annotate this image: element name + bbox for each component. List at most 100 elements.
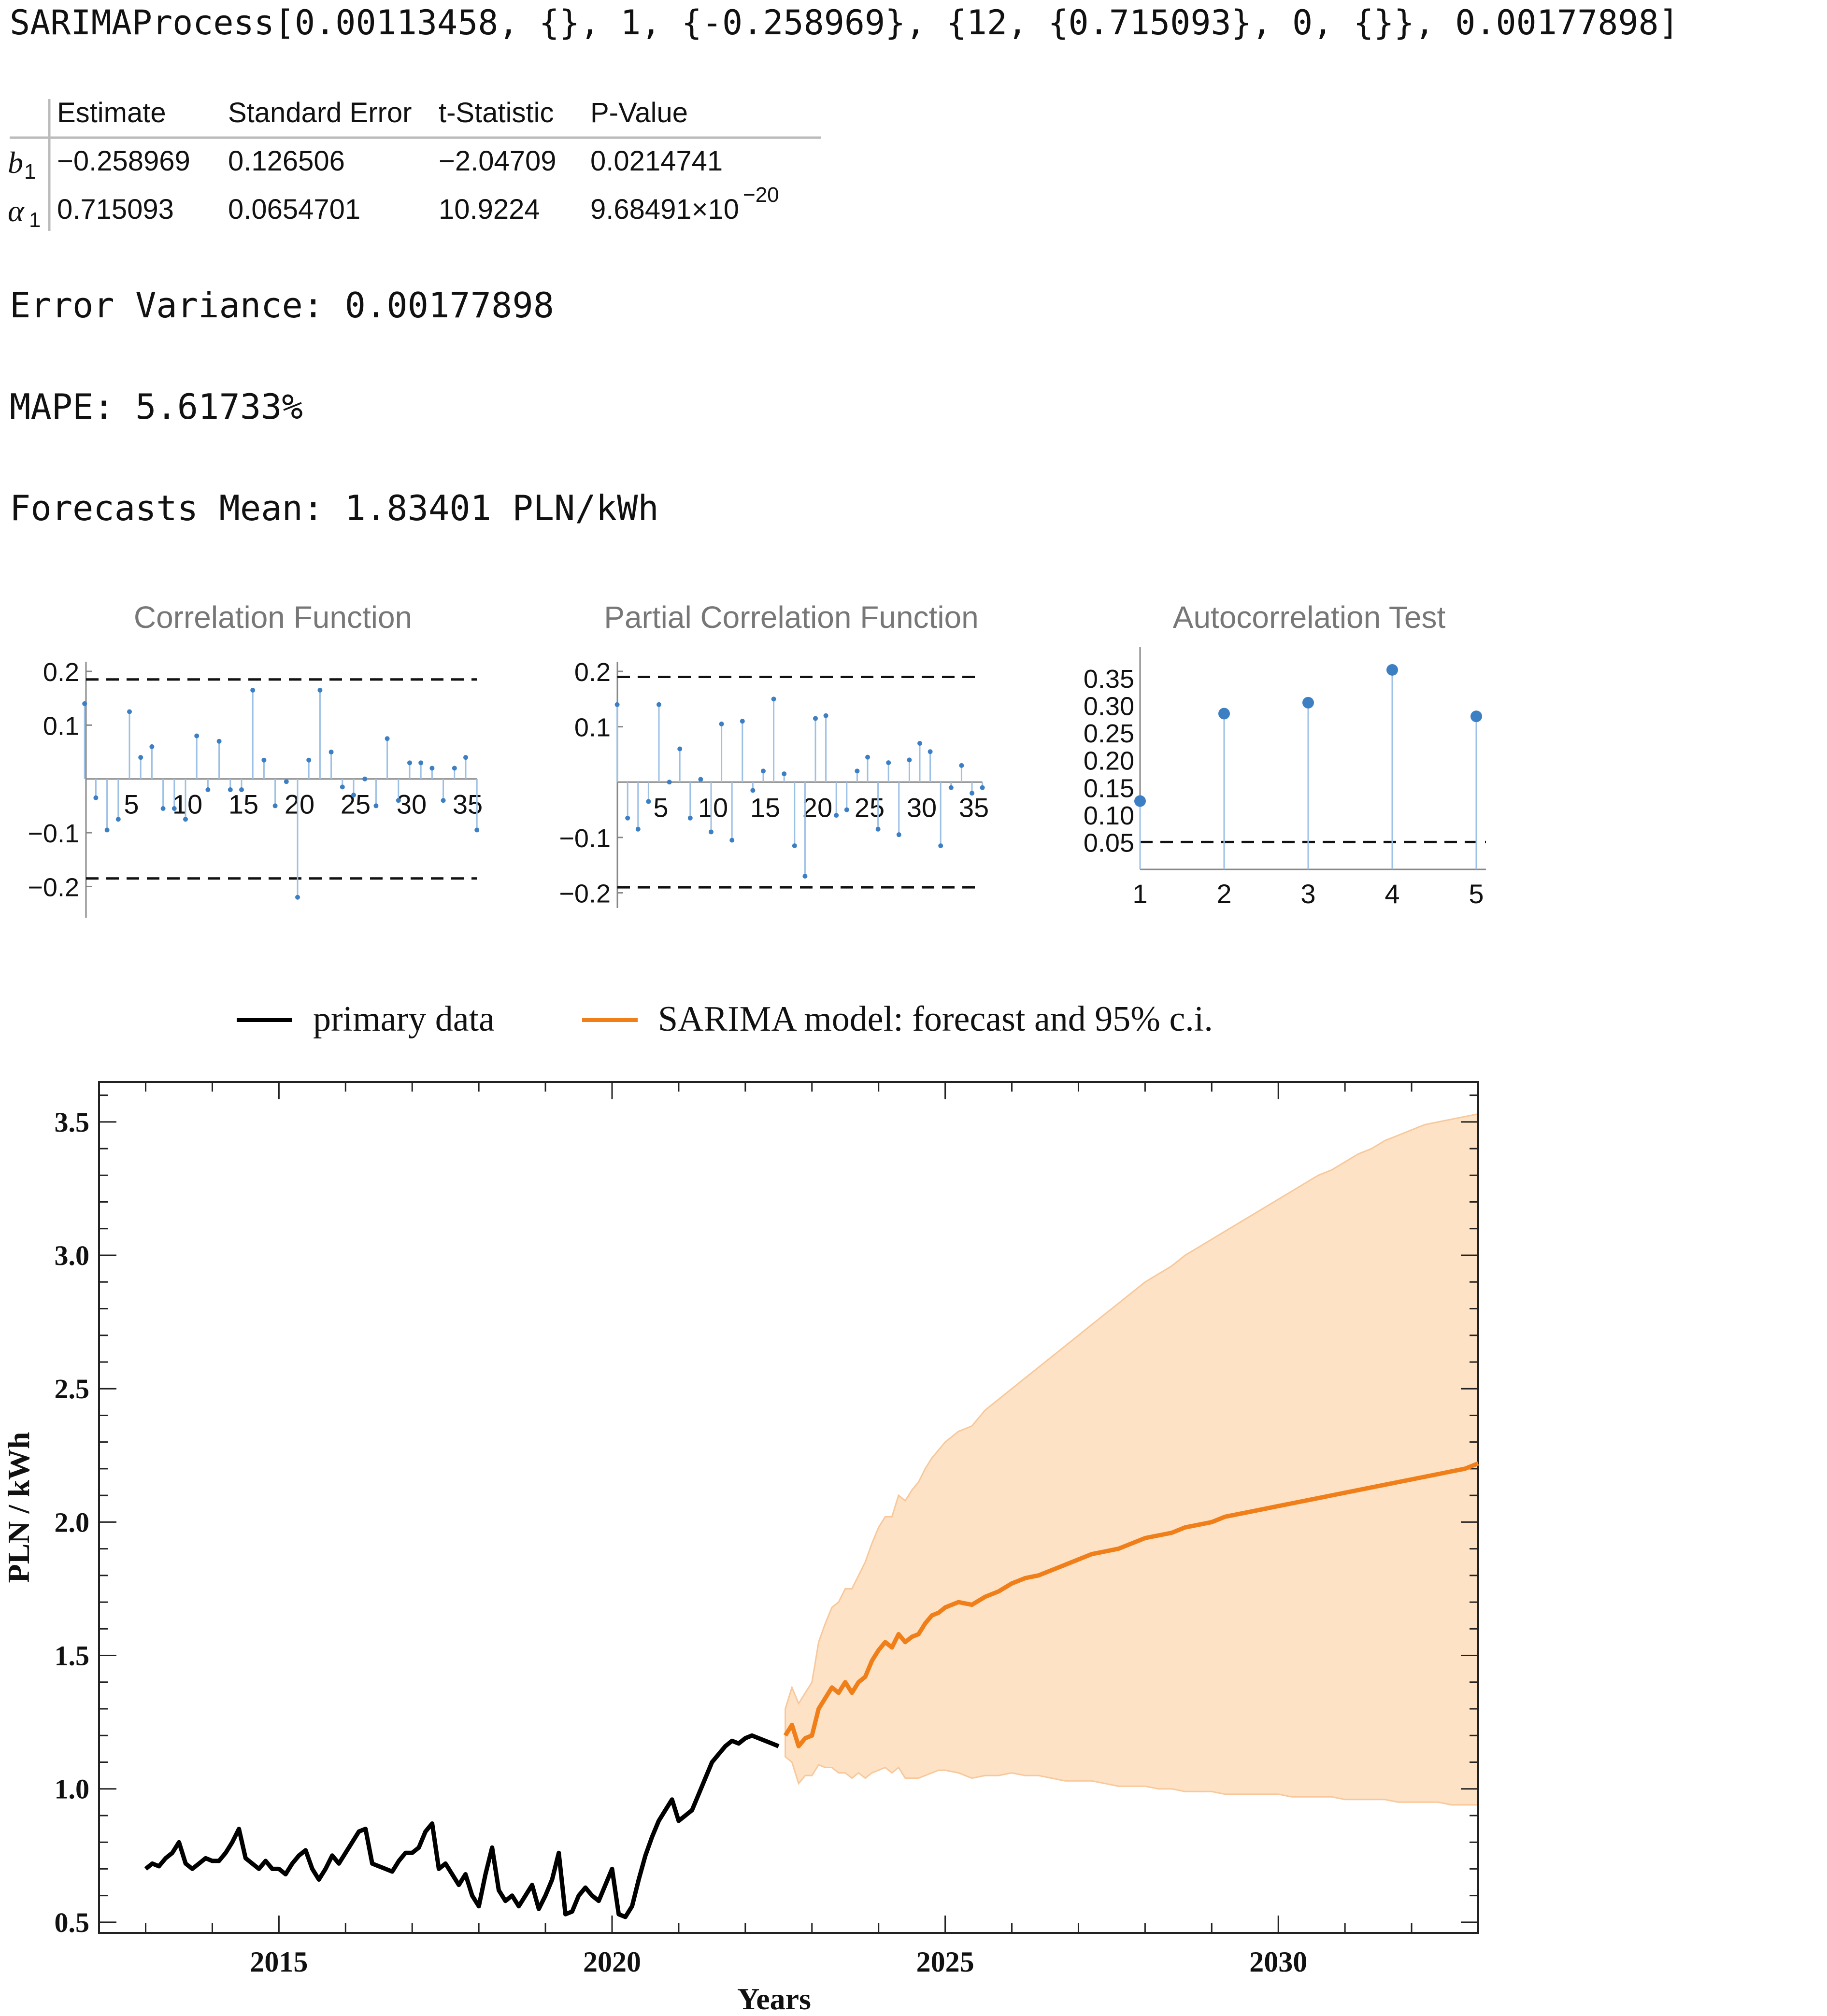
header-t-statistic: t-Statistic	[439, 97, 554, 128]
y-tick-label: 1.0	[55, 1774, 90, 1805]
x-tick-label: 15	[750, 792, 780, 823]
x-tick-label: 15	[228, 789, 258, 820]
x-tick-label: 5	[124, 789, 139, 820]
y-tick-label: −0.1	[559, 824, 611, 853]
point-28	[896, 832, 901, 838]
point-9	[171, 806, 177, 811]
x-tick-label: 20	[285, 789, 314, 820]
point-26	[875, 826, 881, 832]
point-29	[396, 798, 401, 803]
point-13	[740, 719, 745, 724]
mape: MAPE: 5.61733%	[10, 386, 303, 427]
x-tick-label: 25	[855, 792, 885, 823]
point-31	[928, 749, 933, 754]
point-1	[1134, 795, 1146, 807]
point-3	[1302, 696, 1314, 709]
header-p-value: P-Value	[590, 97, 688, 128]
point-17	[261, 757, 267, 763]
point-22	[834, 813, 839, 818]
point-7	[677, 746, 683, 752]
point-10	[709, 829, 714, 835]
point-2	[93, 795, 99, 800]
point-21	[823, 713, 828, 718]
x-tick-label: 20	[802, 792, 832, 823]
x-tick-label: 2020	[583, 1946, 641, 1978]
x-tick-label: 2025	[916, 1946, 974, 1978]
y-tick-label: 0.30	[1084, 692, 1134, 721]
x-tick-label: 30	[397, 789, 427, 820]
point-30	[407, 760, 412, 766]
x-tick-label: 1	[1132, 879, 1147, 909]
y-tick-label: 2.0	[55, 1506, 90, 1538]
row-alpha-pvalue-exponent: −20	[743, 183, 779, 207]
x-tick-label: 10	[698, 792, 728, 823]
point-3	[104, 827, 110, 833]
point-29	[907, 757, 912, 763]
point-20	[813, 716, 818, 721]
row-b-pvalue: 0.0214741	[590, 145, 723, 177]
legend-label-primary: primary data	[313, 999, 495, 1039]
process-line: SARIMAProcess[0.00113458, {}, 1, {-0.258…	[10, 3, 1679, 43]
point-4	[1386, 664, 1398, 676]
point-27	[886, 760, 891, 766]
point-36	[980, 785, 985, 790]
y-tick-label: −0.2	[28, 873, 79, 902]
chart-title: Correlation Function	[134, 600, 412, 635]
point-24	[855, 768, 860, 774]
plot-frame	[98, 1081, 1479, 1934]
row-param-b-sub: 1	[24, 160, 36, 184]
confidence-band	[785, 1113, 1479, 1806]
point-25	[351, 793, 356, 798]
point-35	[970, 791, 974, 796]
row-param-alpha: α	[8, 194, 25, 228]
point-11	[194, 733, 200, 738]
x-tick-label: 4	[1385, 879, 1399, 909]
point-34	[452, 766, 457, 771]
row-b-estimate: −0.258969	[57, 145, 190, 177]
point-8	[687, 815, 693, 821]
point-6	[138, 755, 143, 760]
point-33	[948, 785, 954, 790]
point-19	[284, 779, 289, 784]
y-tick-label: 0.2	[43, 658, 79, 687]
x-tick-label: 2	[1216, 879, 1231, 909]
row-b-tstat: −2.04709	[439, 145, 557, 177]
x-tick-label: 3	[1300, 879, 1315, 909]
point-14	[228, 787, 233, 792]
y-tick-label: 0.5	[55, 1907, 90, 1938]
y-tick-label: −0.1	[28, 819, 79, 848]
point-27	[373, 803, 379, 809]
point-25	[865, 754, 870, 760]
primary-data-line	[144, 1733, 780, 1919]
forecast-chart: primary data SARIMA model: forecast and 9…	[1, 999, 1479, 2016]
y-tick-label: 0.05	[1084, 828, 1134, 857]
point-9	[698, 777, 703, 782]
point-12	[205, 787, 211, 792]
point-1	[82, 701, 87, 706]
header-standard-error: Standard Error	[228, 97, 412, 128]
y-tick-label: 0.1	[43, 711, 79, 740]
point-34	[959, 763, 964, 768]
point-17	[782, 771, 787, 777]
row-param-b: b	[8, 145, 23, 180]
y-tick-label: 0.10	[1084, 801, 1134, 830]
point-19	[802, 874, 808, 879]
row-alpha-stderr: 0.0654701	[228, 194, 360, 225]
point-32	[429, 766, 435, 771]
point-24	[340, 784, 345, 790]
point-32	[938, 843, 943, 849]
point-35	[463, 755, 468, 760]
point-6	[667, 780, 672, 785]
point-26	[362, 776, 368, 781]
x-tick-label: 2015	[250, 1946, 308, 1978]
chart-title: Partial Correlation Function	[604, 600, 978, 635]
point-18	[792, 843, 797, 849]
y-tick-label: 0.15	[1084, 774, 1134, 803]
point-2	[625, 815, 630, 821]
error-variance: Error Variance: 0.00177898	[10, 285, 555, 326]
correlation-function-chart: Correlation Function 0.2 0.1 −0.1 −0.2 5 10 15 2…	[28, 600, 483, 918]
point-15	[239, 787, 244, 792]
point-22	[317, 687, 323, 693]
point-30	[917, 741, 922, 746]
point-36	[474, 827, 480, 833]
